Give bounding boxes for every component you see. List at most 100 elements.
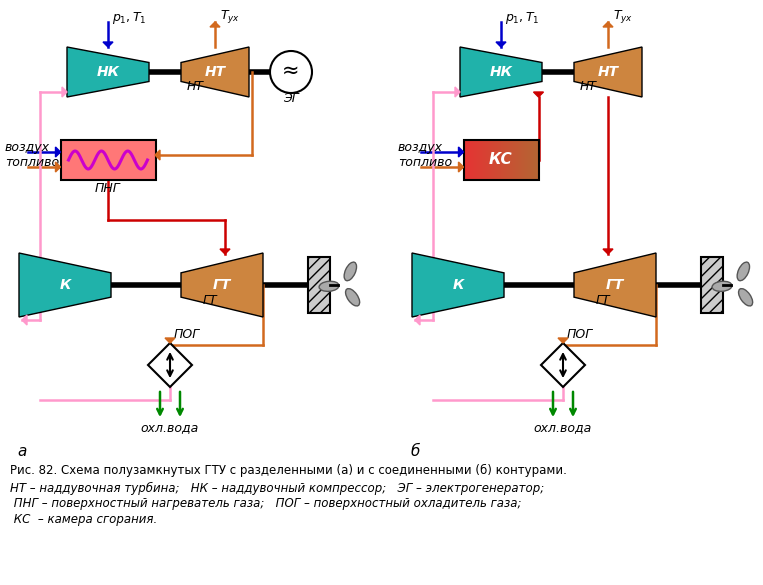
Text: Рис. 82. Схема полузамкнутых ГТУ с разделенными (а) и с соединенными (б) контура: Рис. 82. Схема полузамкнутых ГТУ с разде… [10,463,567,477]
Text: НТ: НТ [204,65,226,79]
Polygon shape [574,47,642,97]
Text: воздух: воздух [398,140,443,153]
Polygon shape [155,150,160,160]
Polygon shape [415,315,420,325]
Bar [497,140,498,180]
Bar [308,257,330,313]
Bar [494,140,495,180]
Bar [500,140,501,180]
Bar [492,140,494,180]
Bar [501,140,503,180]
Bar [489,140,491,180]
Bar [523,140,526,180]
Text: а: а [18,445,27,459]
Bar [495,140,497,180]
Bar [511,140,513,180]
Bar [478,140,481,180]
Polygon shape [460,47,542,97]
Bar [520,140,523,180]
Circle shape [270,51,312,93]
Text: б: б [410,445,420,459]
Text: $T_{ух}$: $T_{ух}$ [613,9,633,26]
Ellipse shape [319,281,339,291]
Bar [522,140,524,180]
Polygon shape [103,42,113,47]
Polygon shape [165,338,175,343]
Bar [485,140,487,180]
Polygon shape [558,338,568,343]
Polygon shape [603,22,613,27]
Bar [60,140,156,180]
Bar [701,257,723,313]
Text: воздух: воздух [5,140,50,153]
Bar [475,140,478,180]
Text: топливо: топливо [5,157,59,170]
Bar [463,140,539,180]
Bar [465,140,467,180]
Bar [504,140,506,180]
Text: ≈: ≈ [282,61,300,81]
Bar [506,140,507,180]
Bar [474,140,476,180]
Text: ПОГ: ПОГ [174,328,200,340]
Bar [528,140,530,180]
Text: К: К [452,278,464,292]
Polygon shape [181,47,249,97]
Text: НТ: НТ [186,81,204,94]
Bar [508,140,510,180]
Bar [503,140,504,180]
Polygon shape [412,253,504,317]
Polygon shape [459,162,463,172]
Bar [533,140,535,180]
Text: НТ – наддувочная турбина;   НК – наддувочный компрессор;   ЭГ – электрогенератор: НТ – наддувочная турбина; НК – наддувочн… [10,481,544,494]
Text: $p_1, T_1$: $p_1, T_1$ [505,10,539,26]
Bar [536,140,537,180]
Text: КС  – камера сгорания.: КС – камера сгорания. [10,514,157,526]
Bar [468,140,470,180]
Text: НТ: НТ [597,65,619,79]
Text: К: К [60,278,71,292]
Text: КС: КС [489,153,513,167]
Bar [480,140,482,180]
Bar [466,140,468,180]
Bar [483,140,485,180]
Ellipse shape [712,281,732,291]
Polygon shape [56,162,60,172]
Polygon shape [220,249,230,254]
Bar [526,140,529,180]
Polygon shape [541,343,585,387]
Bar [534,140,536,180]
Bar [491,140,492,180]
Text: $p_1, T_1$: $p_1, T_1$ [112,10,146,26]
Text: ГТ: ГТ [213,278,231,292]
Text: ГТ: ГТ [596,294,610,307]
Bar [513,140,515,180]
Bar [498,140,500,180]
Bar [516,140,518,180]
Text: ПНГ: ПНГ [95,183,121,195]
Polygon shape [496,42,506,47]
Text: НК: НК [490,65,513,79]
Bar [517,140,520,180]
Polygon shape [455,87,460,97]
Text: охл.вода: охл.вода [534,422,592,435]
Bar [507,140,509,180]
Text: ГТ: ГТ [203,294,217,307]
Bar [537,140,539,180]
Polygon shape [62,87,67,97]
Polygon shape [22,315,27,325]
Text: НТ: НТ [580,81,597,94]
Bar [472,140,475,180]
Polygon shape [210,22,220,27]
Bar [519,140,521,180]
Text: $T_{ух}$: $T_{ух}$ [220,9,240,26]
Ellipse shape [344,262,356,281]
Text: топливо: топливо [398,157,452,170]
Polygon shape [181,253,263,317]
Text: ПОГ: ПОГ [567,328,594,340]
Polygon shape [574,253,656,317]
Bar [510,140,512,180]
Bar [488,140,490,180]
Text: ПНГ – поверхностный нагреватель газа;   ПОГ – поверхностный охладитель газа;: ПНГ – поверхностный нагреватель газа; ПО… [10,497,521,511]
Ellipse shape [346,288,359,306]
